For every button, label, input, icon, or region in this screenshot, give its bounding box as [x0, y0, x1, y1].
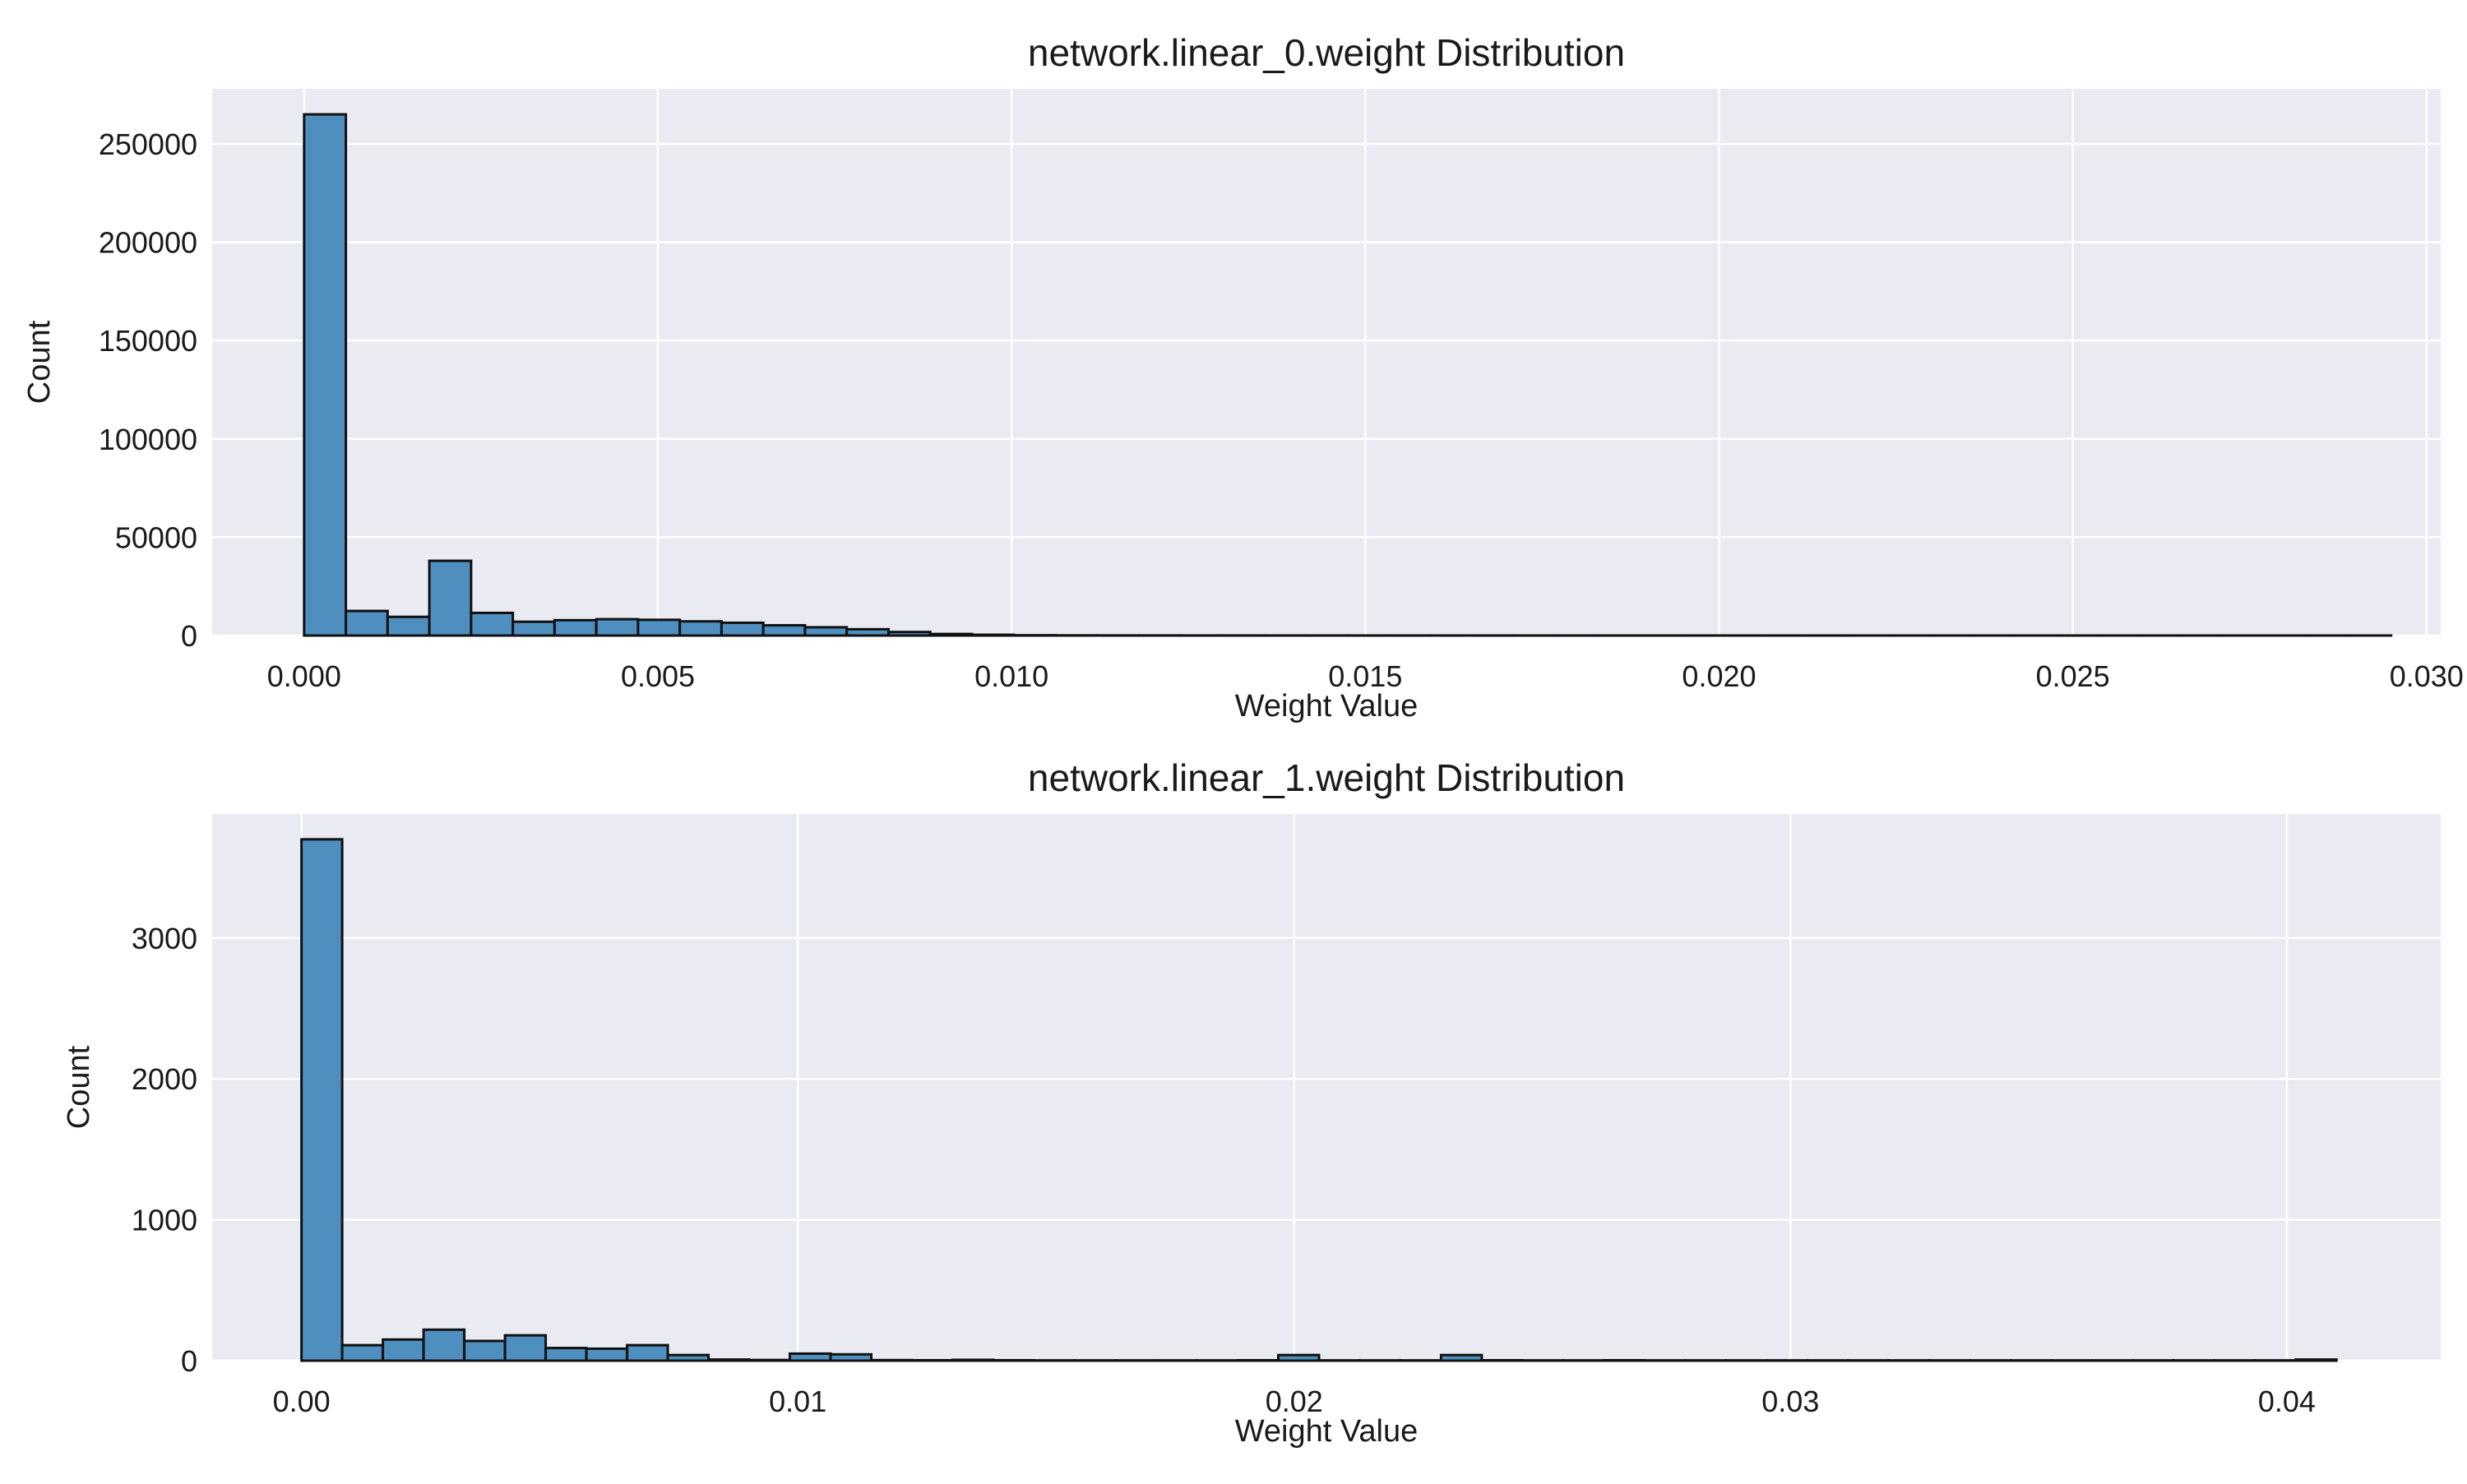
histogram-bar: [790, 1353, 831, 1361]
histogram-bar: [554, 620, 596, 636]
chart-title: network.linear_1.weight Distribution: [1028, 756, 1625, 799]
y-tick-label: 50000: [115, 520, 197, 554]
y-tick-label: 250000: [99, 127, 197, 161]
histogram-bar: [805, 627, 847, 636]
histogram-bar: [302, 839, 342, 1361]
histogram-bar: [424, 1329, 464, 1361]
y-tick-label: 200000: [99, 226, 197, 260]
plot-area: [212, 89, 2441, 636]
y-axis-label: Count: [22, 320, 57, 404]
x-tick-label: 0.020: [1682, 659, 1756, 693]
x-tick-label: 0.02: [1266, 1385, 1323, 1418]
histogram-bar: [429, 561, 471, 636]
x-tick-label: 0.03: [1761, 1385, 1819, 1418]
histogram-bar: [972, 635, 1014, 636]
histogram-bar: [387, 617, 429, 636]
x-tick-label: 0.030: [2390, 659, 2464, 693]
y-tick-label: 1000: [132, 1204, 197, 1237]
histogram-bar: [638, 620, 680, 636]
histogram-bar: [888, 632, 930, 636]
histogram-bar: [1604, 1360, 1644, 1361]
histogram-bar: [668, 1355, 708, 1361]
histogram-bar: [930, 634, 972, 636]
histogram-bar: [505, 1335, 545, 1361]
x-tick-label: 0.000: [267, 659, 341, 693]
histogram-bar: [346, 611, 388, 636]
y-tick-label: 100000: [99, 423, 197, 456]
histogram-bar: [953, 1360, 993, 1361]
histogram-bar: [847, 629, 889, 636]
histogram-bar: [872, 1360, 912, 1361]
histogram-bar: [342, 1345, 382, 1361]
histogram-bar: [627, 1345, 668, 1361]
x-tick-label: 0.01: [769, 1385, 826, 1418]
histogram-bar: [546, 1348, 586, 1361]
y-tick-label: 0: [181, 1344, 197, 1378]
histogram-bar: [831, 1354, 871, 1361]
histogram-bar: [1278, 1355, 1318, 1361]
histogram-bar: [586, 1348, 627, 1361]
plot-area: [212, 814, 2441, 1361]
chart-panel-0: 0.000 0.005 0.010 0.015 0.020 0.025 0.030 0 5000…: [22, 31, 2464, 724]
histogram-bar: [471, 613, 513, 636]
x-tick-label: 0.00: [273, 1385, 331, 1418]
histogram-bar: [721, 622, 763, 636]
histogram-bar: [304, 114, 346, 636]
histogram-bar: [680, 622, 722, 636]
x-tick-label: 0.005: [621, 659, 695, 693]
histogram-bar: [2296, 1360, 2336, 1361]
y-axis-label: Count: [62, 1045, 96, 1129]
x-tick-label: 0.015: [1328, 659, 1402, 693]
histogram-bar: [596, 619, 638, 636]
histogram-bar: [1238, 1360, 1278, 1361]
x-tick-label: 0.025: [2036, 659, 2110, 693]
y-tick-label: 0: [181, 619, 197, 653]
y-tick-label: 150000: [99, 324, 197, 358]
histogram-bar: [465, 1341, 505, 1361]
x-axis-label: Weight Value: [1235, 689, 1419, 724]
histogram-bar: [912, 1360, 952, 1361]
histogram-bar: [709, 1360, 749, 1361]
y-tick-label: 3000: [132, 922, 197, 955]
y-tick-label: 2000: [132, 1062, 197, 1096]
x-axis-label: Weight Value: [1235, 1414, 1419, 1449]
histogram-bar: [749, 1360, 789, 1361]
chart-panel-1: 0.00 0.01 0.02 0.03 0.04 0 1000 2000 3000 network…: [62, 756, 2441, 1449]
histogram-bar: [1482, 1360, 1522, 1361]
histogram-bar: [993, 1360, 1034, 1361]
chart-title: network.linear_0.weight Distribution: [1028, 31, 1625, 74]
histogram-bar: [763, 626, 805, 636]
histogram-bar: [383, 1339, 424, 1361]
x-tick-label: 0.04: [2258, 1385, 2316, 1418]
histogram-bar: [1441, 1355, 1481, 1361]
histogram-bar: [513, 622, 555, 636]
x-tick-label: 0.010: [974, 659, 1048, 693]
